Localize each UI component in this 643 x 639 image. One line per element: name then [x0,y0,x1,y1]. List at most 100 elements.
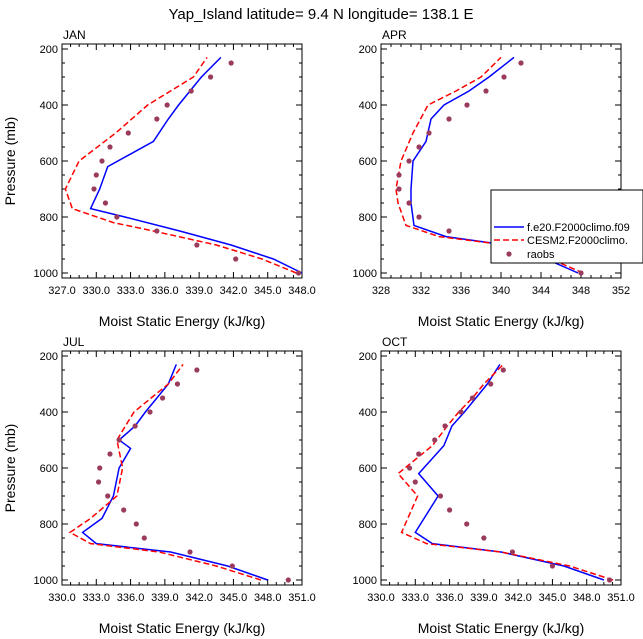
x-tick-label: 342.0 [220,285,248,297]
raobs-point [416,144,422,150]
series-line-cesm2 [397,363,614,581]
y-tick-label: 400 [40,100,58,112]
y-tick-label: 600 [359,156,377,168]
x-axis-title: Moist Static Energy (kJ/kg) [418,313,585,329]
y-tick-label: 1000 [34,575,58,587]
raobs-point [412,479,418,485]
raobs-point [406,158,412,164]
raobs-point [95,479,102,485]
raobs-point [437,493,444,499]
raobs-point [501,74,507,80]
raobs-point [432,437,438,443]
raobs-point [578,270,584,276]
x-tick-label: 333.0 [83,592,111,604]
figure-title: Yap_Island latitude= 9.4 N longitude= 13… [169,6,474,23]
x-tick-label: 352 [612,285,630,297]
raobs-point [102,200,109,206]
raobs-point [295,270,302,276]
x-tick-label: 345.0 [539,592,567,604]
raobs-point [159,395,166,401]
raobs-point [93,172,99,178]
raobs-point [105,493,111,499]
raobs-point [141,535,147,541]
legend: f.e20.F2000climo.f09 CESM2.F2000climo. r… [490,189,643,264]
raobs-point [442,423,448,429]
plot-frame [61,43,303,279]
raobs-point [125,130,131,136]
raobs-point [116,437,122,443]
x-tick-label: 327.0 [48,285,76,297]
panel-apr: APR Moist Static Energy (kJ/kg) 328 332 33… [353,28,631,329]
y-tick-label: 800 [40,519,58,531]
series-line-cesm2 [64,56,297,274]
raobs-point [549,563,556,569]
panel-title: JAN [63,28,86,42]
legend-label-model2: CESM2.F2000climo. [527,235,628,247]
raobs-point [426,130,432,136]
x-tick-label: 342.0 [185,592,213,604]
panel-title: JUL [63,335,85,349]
legend-label-obs: raobs [527,249,555,261]
series-line-f-e20 [414,363,605,581]
x-tick-label: 351.0 [607,592,635,604]
x-tick-label: 351.0 [288,592,316,604]
y-tick-label: 200 [40,44,58,56]
raobs-point [228,60,234,66]
y-tick-label: 200 [359,44,377,56]
legend-swatch-obs [506,251,512,257]
raobs-point [133,521,139,527]
raobs-point [207,74,214,80]
x-tick-label: 333.0 [117,285,145,297]
raobs-point [114,214,120,220]
raobs-point [97,465,103,471]
x-tick-label: 330.0 [367,592,395,604]
x-tick-label: 336.0 [117,592,145,604]
x-tick-label: 348 [572,285,590,297]
raobs-point [233,256,239,262]
panel-oct: OCT Moist Static Energy (kJ/kg) 330.0 333… [353,335,635,636]
x-tick-label: 348.0 [573,592,601,604]
raobs-point [446,228,452,234]
raobs-point [406,465,413,471]
raobs-point [464,102,470,108]
x-tick-label: 345.0 [220,592,248,604]
raobs-point [500,367,506,373]
raobs-point [188,88,194,94]
raobs-point [446,116,452,122]
raobs-point [488,381,494,387]
y-tick-label: 1000 [34,268,58,280]
series-line-f-e20 [89,56,303,274]
y-tick-label: 200 [359,351,377,363]
x-axis-title: Moist Static Energy (kJ/kg) [418,620,585,636]
raobs-point [509,549,516,555]
raobs-point [416,451,422,457]
y-tick-label: 400 [359,100,377,112]
x-tick-label: 342.0 [504,592,532,604]
raobs-point [416,214,422,220]
legend-label-model1: f.e20.F2000climo.f09 [527,222,630,234]
y-axis-title: Pressure (mb) [2,424,18,513]
raobs-point [469,395,476,401]
x-tick-label: 339.0 [470,592,498,604]
y-axis-title: Pressure (mb) [2,117,18,206]
x-tick-label: 332 [412,285,430,297]
raobs-point [229,563,235,569]
raobs-point [164,102,170,108]
y-tick-label: 200 [40,351,58,363]
raobs-point [446,507,453,513]
raobs-point [481,535,487,541]
x-tick-label: 339.0 [151,592,179,604]
x-tick-label: 344 [532,285,550,297]
raobs-point [518,60,524,66]
x-axis-title: Moist Static Energy (kJ/kg) [99,313,266,329]
y-tick-label: 800 [359,519,377,531]
raobs-point [154,116,160,122]
panel-title: OCT [382,335,408,349]
x-tick-label: 348.0 [288,285,316,297]
y-tick-label: 800 [359,212,377,224]
x-tick-label: 336.0 [436,592,464,604]
raobs-point [464,521,470,527]
series-line-f-e20 [81,364,268,581]
y-tick-label: 400 [40,407,58,419]
